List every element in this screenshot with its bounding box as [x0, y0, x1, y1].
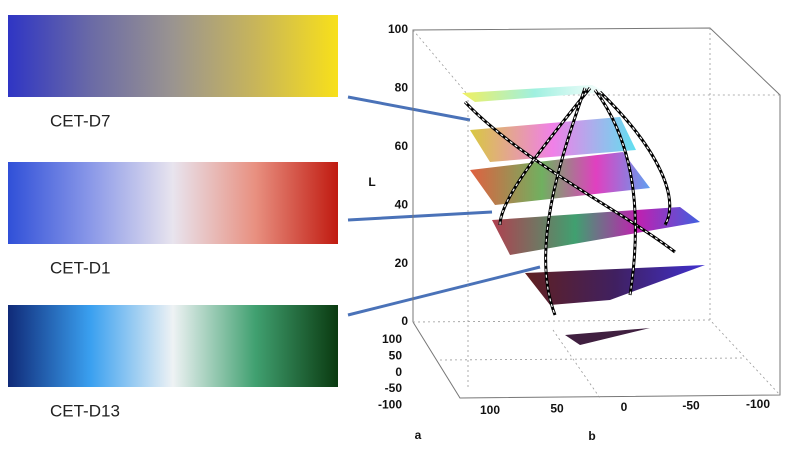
b-tick-label: 0 — [621, 400, 628, 414]
slices — [462, 85, 705, 345]
a-axis-label: a — [415, 428, 422, 442]
a-tick-label: 50 — [389, 348, 403, 362]
colormaps: CET-D7 CET-D1 CET-D13 — [8, 15, 338, 420]
colormap-strip — [8, 305, 338, 387]
connector — [347, 95, 471, 122]
colormap-label: CET-D7 — [50, 111, 110, 130]
curves — [463, 87, 676, 316]
b-tick-label: -100 — [746, 397, 770, 411]
b-tick-label: -50 — [682, 399, 700, 413]
z-axis-label: L — [368, 175, 375, 189]
colormap-strip — [8, 162, 338, 244]
a-tick-label: 100 — [382, 332, 402, 346]
z-tick-label: 20 — [395, 256, 409, 270]
connector — [347, 265, 541, 317]
colormap-label: CET-D1 — [50, 258, 110, 277]
z-tick-label: 40 — [395, 197, 409, 211]
axis-ticks: 0 20 40 60 80 100 100 50 0 -50 -100 100 50 0 -50 -100 — [378, 22, 770, 417]
a-tick-label: -100 — [378, 397, 402, 411]
colormap-label: CET-D13 — [50, 401, 120, 420]
z-tick-label: 80 — [395, 81, 409, 95]
z-tick-label: 0 — [401, 314, 408, 328]
z-tick-label: 100 — [388, 22, 408, 36]
a-tick-label: 0 — [395, 365, 402, 379]
b-tick-label: 100 — [480, 403, 500, 417]
z-tick-label: 60 — [395, 139, 409, 153]
a-tick-label: -50 — [385, 381, 403, 395]
b-tick-label: 50 — [550, 402, 564, 416]
colormap-strip — [8, 15, 338, 97]
connector — [347, 210, 493, 222]
b-axis-label: b — [588, 429, 595, 443]
